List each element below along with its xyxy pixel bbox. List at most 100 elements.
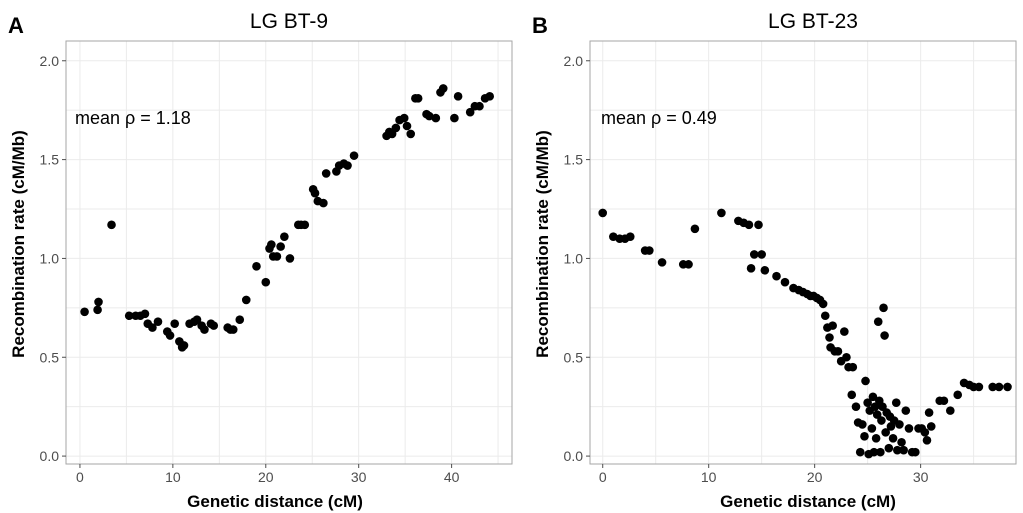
panel-a-data-point: [343, 161, 352, 170]
panel-b-data-point: [888, 434, 898, 443]
panel-b-data-point: [828, 321, 837, 330]
panel-a-data-point: [267, 240, 276, 249]
panel-a-data-point: [285, 254, 295, 263]
panel-b-y-tick-label: 1.5: [564, 152, 584, 168]
panel-a-y-tick-label: 1.0: [40, 250, 60, 266]
panel-a-x-axis-label: Genetic distance (cM): [187, 492, 363, 511]
panel-b-mean-annotation: mean ρ = 0.49: [601, 108, 717, 128]
panel-a-data-point: [165, 331, 175, 340]
panel-a-data-point: [431, 113, 441, 123]
panel-a-data-point: [391, 123, 401, 133]
panel-b-plot-area: 0 10 20 30 0.0 0.5 1.0 1.5 2.0: [564, 40, 1017, 485]
panel-a-data-point: [148, 323, 157, 332]
panel-b-data-point: [869, 447, 879, 457]
panel-a-x-tick-label: 0: [76, 469, 84, 485]
panel-b-data-point: [746, 264, 756, 273]
panel-b-data-point: [922, 435, 932, 445]
panel-a-data-point: [93, 305, 102, 315]
panel-a-data-point: [80, 307, 89, 317]
panel-b-data-point: [842, 352, 851, 362]
panel-b-title: LG BT-23: [768, 10, 858, 33]
panel-b-y-tick-label: 0.5: [564, 349, 584, 365]
panel-a-data-point: [406, 129, 416, 139]
panel-b-data-point: [926, 422, 936, 431]
panel-b-data-point: [855, 447, 865, 457]
panel-b-data-point: [891, 398, 901, 408]
panel-b-data-point: [749, 250, 759, 259]
panel-b-y-tick-label: 0.0: [564, 448, 584, 464]
panel-a-data-point: [402, 121, 412, 131]
panel-a-data-point: [252, 262, 261, 271]
panel-a-data-point: [192, 315, 202, 325]
panel-a-letter: A: [8, 13, 24, 38]
panel-b-x-tick-label: 30: [913, 469, 929, 485]
panel-b-letter: B: [532, 13, 548, 38]
panel-a-data-point: [124, 311, 134, 321]
panel-b-data-point: [840, 327, 849, 336]
panel-b-data-point: [945, 406, 955, 415]
panel-a-y-tick-label: 0.0: [40, 448, 60, 464]
panel-a-data-point: [321, 169, 331, 178]
panel-b-data-point: [895, 420, 904, 429]
panel-b-data-point: [871, 434, 881, 443]
panel-b-data-point: [974, 382, 984, 392]
panel-b-data-point: [833, 347, 843, 356]
panel-a-plot-area: 0 10 20 30 40 0.0 0.5 1.0 1.5 2.0: [40, 40, 513, 485]
panel-b-data-point: [744, 220, 754, 230]
panel-a-data-point: [413, 94, 423, 103]
panel-a-data-point: [94, 297, 103, 307]
panel-b-plot-frame: [589, 40, 1017, 465]
panel-b-data-point: [870, 402, 880, 411]
panel-b-data-point: [884, 443, 894, 453]
panel-b-y-tick-label: 2.0: [564, 53, 584, 69]
panel-b-data-point: [717, 208, 726, 218]
panel-a-y-tick-label: 0.5: [40, 349, 60, 365]
panel-b-data-point: [881, 428, 890, 437]
panel-b-data-point: [876, 447, 885, 457]
panel-b-x-tick-label: 0: [599, 469, 607, 485]
panel-b-x-tick-label: 20: [807, 469, 823, 485]
panel-a-data-point: [425, 111, 434, 121]
panel-b-y-tick-label: 1.0: [564, 250, 584, 266]
panel-b-data-point: [880, 331, 889, 340]
panel-a-plot-frame: [65, 40, 513, 465]
panel-a-x-tick-label: 30: [351, 469, 367, 485]
panel-a-x-tick-label: 20: [258, 469, 274, 485]
panel-a-data-point: [310, 188, 320, 198]
panel-b-data-point: [868, 392, 878, 402]
panel-a-data-point: [475, 101, 484, 111]
panel-a-data-point: [485, 92, 495, 101]
panel-a-data-point: [276, 242, 285, 251]
panel-b-x-axis-label: Genetic distance (cM): [720, 492, 896, 511]
panel-b-data-point: [878, 402, 887, 411]
panel-b-data-point: [598, 208, 608, 218]
panel-b-data-point: [988, 382, 997, 392]
panel-b-data-point: [879, 303, 888, 313]
panel-a-mean-annotation: mean ρ = 1.18: [75, 108, 191, 128]
panel-b-data-point: [818, 299, 828, 309]
panel-b-data-point: [899, 445, 908, 455]
panel-a-data-point: [319, 198, 328, 208]
panel-a-data-point: [280, 232, 289, 241]
panel-b-data-point: [847, 390, 857, 400]
panel-b-data-point: [904, 424, 914, 433]
panel-a-data-point: [349, 151, 359, 160]
panel-b-data-point: [911, 447, 920, 457]
panel-b-y-axis-label: Recombination rate (cM/Mb): [533, 130, 552, 358]
panel-b-data-point: [690, 224, 700, 234]
panel-a-title: LG BT-9: [250, 10, 328, 33]
panel-b-data-point: [858, 420, 867, 429]
panel-b-data-point: [645, 246, 654, 255]
panel-a-y-tick-label: 1.5: [40, 152, 60, 168]
panel-b-data-point: [684, 260, 693, 269]
panel-b-data-point: [994, 382, 1004, 392]
panel-b-data-point: [873, 317, 883, 326]
panel-a-y-tick-label: 2.0: [40, 53, 60, 69]
panel-b-data-point: [872, 410, 882, 419]
panel-b-data-point: [860, 432, 869, 441]
panel-a: A LG BT-9 0 10 20 30 40 0.0 0.5 1.0 1.5 2.0 mean …: [8, 10, 513, 511]
panel-a-data-point: [170, 319, 180, 328]
panel-b-data-point: [1003, 382, 1012, 392]
panel-b-data-point: [820, 311, 830, 321]
panel-a-data-point: [235, 315, 245, 325]
